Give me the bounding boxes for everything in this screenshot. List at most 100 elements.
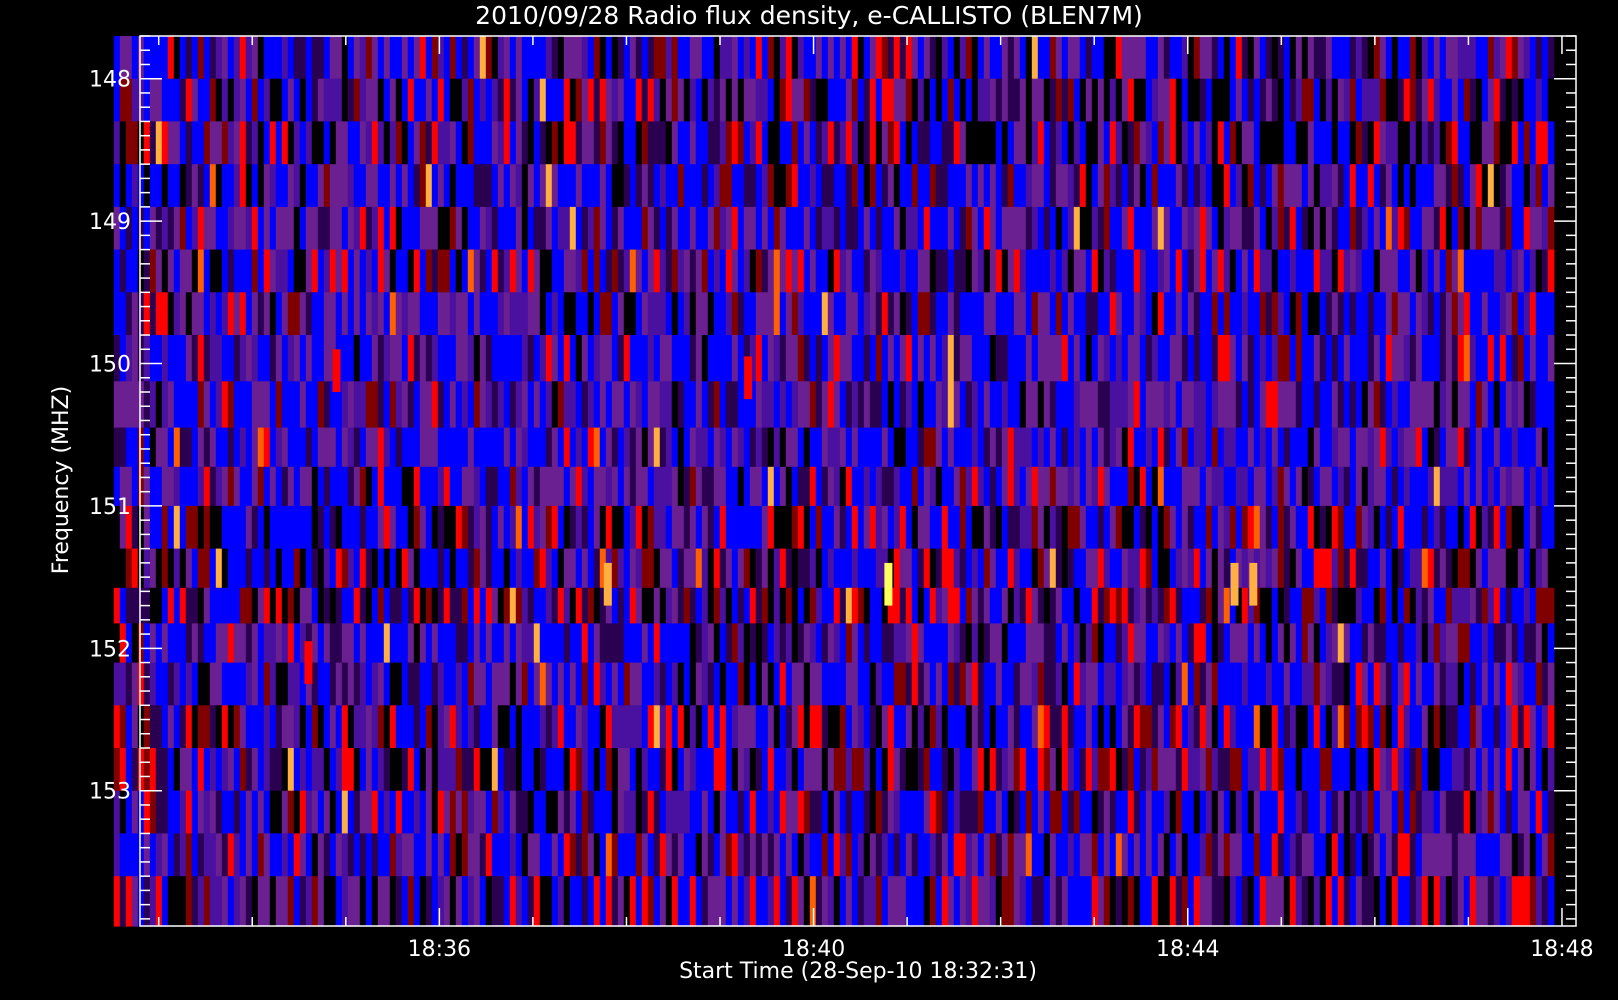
heatmap-cell: [1385, 292, 1393, 336]
heatmap-cell: [659, 748, 667, 792]
heatmap-cell: [323, 249, 331, 293]
heatmap-cell: [899, 466, 907, 507]
heatmap-cell: [455, 505, 463, 550]
heatmap-cell: [533, 249, 541, 293]
heatmap-cell: [917, 505, 925, 550]
heatmap-cell: [743, 427, 751, 468]
heatmap-cell: [125, 548, 133, 589]
heatmap-cell: [1103, 206, 1111, 251]
heatmap-cell: [191, 36, 199, 80]
heatmap-cell: [815, 335, 823, 382]
heatmap-cell: [785, 466, 793, 507]
heatmap-cell: [1157, 662, 1165, 706]
heatmap-cell: [527, 249, 535, 293]
heatmap-cell: [917, 292, 925, 336]
heatmap-cell: [707, 36, 715, 80]
heatmap-cell: [731, 833, 739, 877]
heatmap-cell: [695, 662, 703, 706]
heatmap-cell: [1433, 587, 1441, 624]
heatmap-cell: [221, 381, 229, 429]
heatmap-cell: [215, 121, 223, 165]
heatmap-cell: [875, 164, 883, 208]
heatmap-cell: [659, 78, 667, 122]
heatmap-cell: [1073, 548, 1081, 589]
heatmap-cell: [329, 748, 337, 792]
heatmap-cell: [119, 335, 127, 382]
heatmap-cell: [791, 36, 799, 80]
heatmap-cell: [605, 206, 613, 251]
heatmap-cell: [1319, 121, 1327, 165]
heatmap-cell: [989, 623, 997, 664]
heatmap-cell: [449, 587, 457, 624]
heatmap-cell: [791, 164, 799, 208]
heatmap-cell: [1451, 505, 1459, 550]
heatmap-cell: [377, 292, 385, 336]
heatmap-cell: [1379, 587, 1387, 624]
heatmap-cell: [149, 705, 157, 749]
heatmap-cell: [1055, 206, 1063, 251]
heatmap-cell: [305, 249, 313, 293]
heatmap-cell: [845, 548, 853, 589]
heatmap-cell: [251, 36, 259, 80]
heatmap-cell: [743, 876, 751, 927]
heatmap-cell: [911, 121, 919, 165]
heatmap-cell: [953, 623, 961, 664]
heatmap-cell: [365, 548, 373, 589]
heatmap-cell: [1421, 466, 1429, 507]
heatmap-cell: [323, 662, 331, 706]
heatmap-cell: [857, 705, 865, 749]
heatmap-cell: [821, 249, 829, 293]
heatmap-cell: [947, 335, 955, 382]
heatmap-cell: [1181, 249, 1189, 293]
heatmap-cell: [1199, 206, 1207, 251]
heatmap-cell: [233, 705, 241, 749]
heatmap-cell: [689, 548, 697, 589]
heatmap-cell: [491, 705, 499, 749]
heatmap-cell: [1151, 78, 1159, 122]
heatmap-cell: [1241, 206, 1249, 251]
heatmap-cell: [1259, 164, 1267, 208]
heatmap-cell: [1055, 748, 1063, 792]
heatmap-cell: [737, 833, 745, 877]
heatmap-cell: [1307, 587, 1315, 624]
heatmap-cell: [155, 249, 163, 293]
heatmap-cell: [1469, 466, 1477, 507]
heatmap-cell: [641, 78, 649, 122]
heatmap-cell: [1091, 587, 1099, 624]
heatmap-cell: [1457, 505, 1465, 550]
heatmap-cell: [389, 623, 397, 664]
heatmap-cell: [479, 335, 487, 382]
heatmap-cell: [671, 121, 679, 165]
heatmap-cell: [1511, 335, 1519, 382]
heatmap-cell: [1457, 466, 1465, 507]
heatmap-cell: [1091, 623, 1099, 664]
heatmap-cell: [1397, 121, 1405, 165]
heatmap-cell: [611, 206, 619, 251]
heatmap-cell: [809, 206, 817, 251]
heatmap-cell: [857, 78, 865, 122]
heatmap-cell: [1223, 292, 1231, 336]
heatmap-cell: [965, 427, 973, 468]
heatmap-cell: [755, 748, 763, 792]
heatmap-cell: [791, 292, 799, 336]
heatmap-cell: [785, 335, 793, 382]
heatmap-cell: [971, 705, 979, 749]
heatmap-cell: [1163, 548, 1171, 589]
heatmap-cell: [833, 292, 841, 336]
heatmap-cell: [1367, 36, 1375, 80]
heatmap-cell: [587, 335, 595, 382]
heatmap-cell: [1355, 206, 1363, 251]
heatmap-cell: [443, 505, 451, 550]
heatmap-cell: [581, 587, 589, 624]
heatmap-cell: [731, 705, 739, 749]
heatmap-cell: [203, 548, 211, 589]
heatmap-cell: [983, 78, 991, 122]
heatmap-cell: [773, 790, 781, 834]
heatmap-cell: [1355, 249, 1363, 293]
heatmap-cell: [1019, 876, 1027, 927]
heatmap-cell: [539, 36, 547, 80]
heatmap-cell: [587, 623, 595, 664]
heatmap-cell: [179, 505, 187, 550]
heatmap-cell: [233, 427, 241, 468]
heatmap-cell: [1265, 587, 1273, 624]
